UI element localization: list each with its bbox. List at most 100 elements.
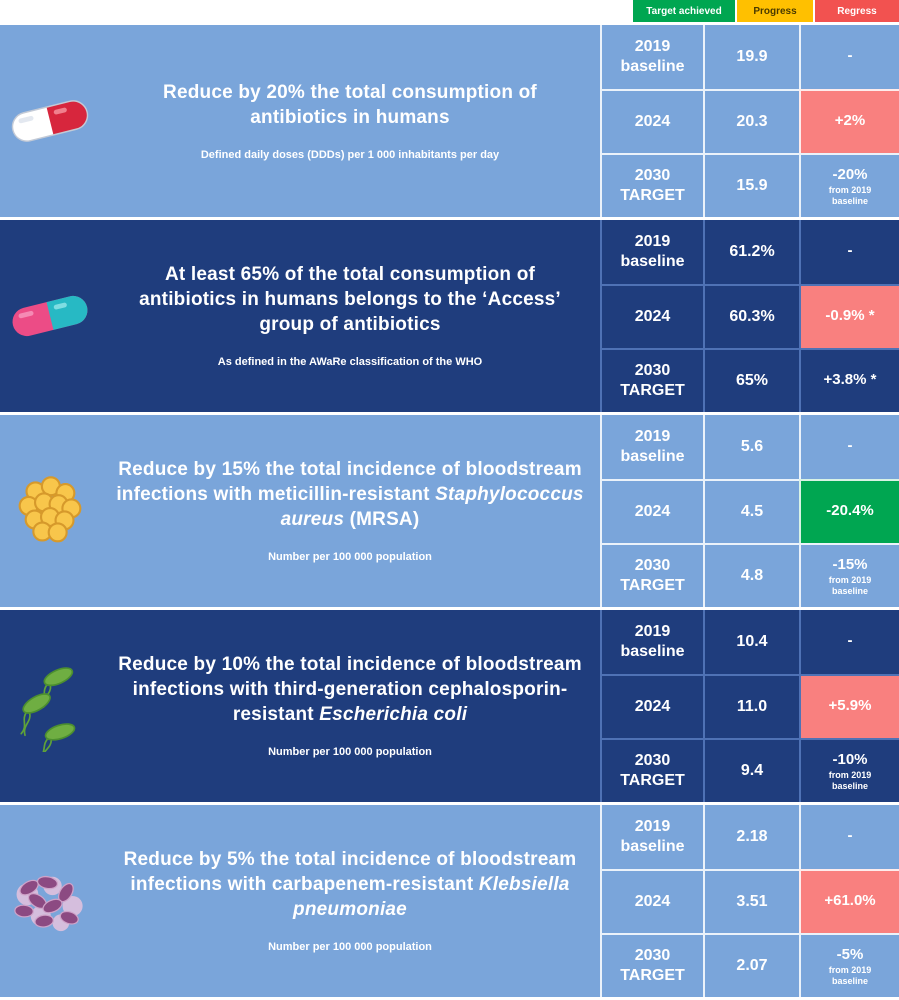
target-subtitle: Number per 100 000 population [268,746,432,759]
change-note: from 2019 baseline [828,964,872,986]
value-cell: 2.07 [703,933,799,997]
target-subtitle: Number per 100 000 population [268,941,432,954]
legend-progress: Progress [737,0,813,22]
change-value: -15% [832,555,868,573]
target-row-klebsiella: Reduce by 5% the total incidence of bloo… [0,805,899,997]
period-cell: 2024 [600,869,703,933]
change-cell: -15% from 2019 baseline [799,543,899,607]
legend-target-achieved: Target achieved [633,0,735,22]
change-value: -20% [832,165,868,183]
change-note: from 2019 baseline [828,574,872,596]
target-row-access-group: At least 65% of the total consumption of… [0,220,899,412]
staphylococcus-aureus-icon [0,472,100,550]
change-cell: - [799,415,899,479]
value-cell: 2.18 [703,805,799,869]
change-value: - [847,437,853,455]
period-cell: 2019 baseline [600,25,703,89]
value-cell: 60.3% [703,284,799,348]
period-cell: 2024 [600,479,703,543]
change-cell: +3.8% * [799,348,899,412]
title-text: Reduce by 15% the total incidence of blo… [116,459,582,506]
target-description: Reduce by 20% the total consumption of a… [0,25,600,217]
change-value: - [847,632,853,650]
change-cell: - [799,805,899,869]
species-name: Escherichia coli [319,704,468,726]
legend-regress: Regress [815,0,899,22]
period-cell: 2030 TARGET [600,153,703,217]
target-subtitle: Defined daily doses (DDDs) per 1 000 inh… [200,148,500,161]
target-row-mrsa: Reduce by 15% the total incidence of blo… [0,415,899,607]
value-cell: 20.3 [703,89,799,153]
target-texts: Reduce by 10% the total incidence of blo… [100,652,600,760]
change-cell: - [799,220,899,284]
value-cell: 10.4 [703,610,799,674]
change-value: +3.8% * [823,371,877,389]
change-cell: +2% [799,89,899,153]
period-cell: 2030 TARGET [600,738,703,802]
value-cell: 4.8 [703,543,799,607]
pink-teal-capsule-icon [0,287,100,345]
target-texts: Reduce by 20% the total consumption of a… [100,80,600,162]
value-cell: 11.0 [703,674,799,738]
change-value: - [847,242,853,260]
target-table: 2019 baseline 2.18 - 2024 3.51 +61.0% 20… [600,805,899,997]
change-cell: +61.0% [799,869,899,933]
period-cell: 2024 [600,284,703,348]
period-cell: 2019 baseline [600,805,703,869]
target-table: 2019 baseline 5.6 - 2024 4.5 -20.4% 2030… [600,415,899,607]
value-cell: 5.6 [703,415,799,479]
change-cell: -0.9% * [799,284,899,348]
change-value: +61.0% [824,892,876,910]
target-title: Reduce by 10% the total incidence of blo… [115,652,585,727]
period-cell: 2024 [600,674,703,738]
target-description: Reduce by 10% the total incidence of blo… [0,610,600,802]
target-title: At least 65% of the total consumption of… [115,262,585,337]
period-cell: 2019 baseline [600,415,703,479]
period-cell: 2024 [600,89,703,153]
klebsiella-pneumoniae-icon [0,862,100,940]
red-white-capsule-icon [0,92,100,150]
change-cell: - [799,25,899,89]
change-cell: -5% from 2019 baseline [799,933,899,997]
target-description: Reduce by 5% the total incidence of bloo… [0,805,600,997]
target-texts: Reduce by 5% the total incidence of bloo… [100,847,600,955]
species-name: Klebsiella pneumoniae [293,874,570,921]
target-row-ecoli: Reduce by 10% the total incidence of blo… [0,610,899,802]
change-value: -0.9% * [825,307,875,325]
change-value: -20.4% [826,502,874,520]
value-cell: 15.9 [703,153,799,217]
target-texts: At least 65% of the total consumption of… [100,262,600,370]
change-note: from 2019 baseline [828,184,872,206]
title-text-post: (MRSA) [344,509,420,531]
target-description: At least 65% of the total consumption of… [0,220,600,412]
change-value: - [847,47,853,65]
target-title: Reduce by 5% the total incidence of bloo… [115,847,585,922]
escherichia-coli-icon [0,660,100,752]
change-cell: -20.4% [799,479,899,543]
period-cell: 2019 baseline [600,610,703,674]
change-cell: +5.9% [799,674,899,738]
change-value: -10% [832,750,868,768]
value-cell: 65% [703,348,799,412]
change-cell: - [799,610,899,674]
period-cell: 2030 TARGET [600,543,703,607]
title-text: Reduce by 10% the total incidence of blo… [118,654,582,726]
change-cell: -20% from 2019 baseline [799,153,899,217]
target-texts: Reduce by 15% the total incidence of blo… [100,457,600,565]
period-cell: 2030 TARGET [600,933,703,997]
target-title: Reduce by 20% the total consumption of a… [115,80,585,130]
period-cell: 2030 TARGET [600,348,703,412]
value-cell: 3.51 [703,869,799,933]
target-row-antibiotic-consumption: Reduce by 20% the total consumption of a… [0,25,899,217]
period-cell: 2019 baseline [600,220,703,284]
value-cell: 19.9 [703,25,799,89]
change-value: -5% [836,945,864,963]
target-table: 2019 baseline 61.2% - 2024 60.3% -0.9% *… [600,220,899,412]
species-name: Staphylococcus aureus [280,484,584,531]
target-table: 2019 baseline 10.4 - 2024 11.0 +5.9% 203… [600,610,899,802]
change-value: +5.9% [828,697,872,715]
title-text: Reduce by 5% the total incidence of bloo… [123,849,577,896]
value-cell: 61.2% [703,220,799,284]
target-subtitle: As defined in the AWaRe classification o… [217,356,483,369]
